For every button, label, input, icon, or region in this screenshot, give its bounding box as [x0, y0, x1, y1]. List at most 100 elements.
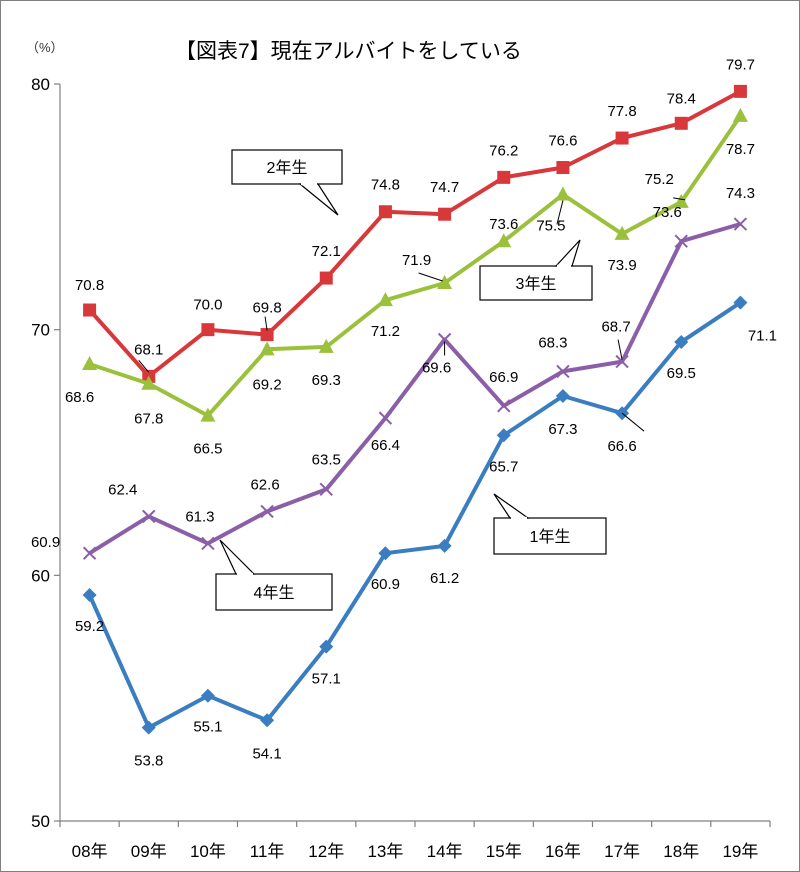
data-point: [555, 186, 571, 201]
data-label: 53.8: [134, 753, 163, 770]
label-leader-line: [556, 200, 564, 225]
data-label: 73.6: [653, 204, 682, 221]
x-tick-label: 10年: [190, 842, 226, 861]
data-point: [733, 217, 748, 231]
data-point: [377, 292, 393, 307]
data-point: [496, 428, 511, 443]
data-point: [496, 233, 512, 248]
data-point: [674, 234, 688, 248]
data-point: [733, 295, 748, 310]
label-leader-line: [673, 197, 686, 201]
y-tick-label: 70: [31, 321, 50, 340]
unit-label: （%）: [26, 40, 64, 55]
series-name-label: 2年生: [267, 159, 308, 177]
data-point: [555, 388, 570, 403]
data-label: 69.2: [252, 376, 281, 393]
y-tick-label: 60: [31, 566, 50, 585]
data-point: [82, 356, 98, 371]
data-point: [260, 328, 274, 342]
data-label: 69.8: [252, 300, 281, 317]
data-label: 68.7: [601, 319, 630, 336]
data-label: 67.8: [134, 411, 163, 428]
series-layer: [82, 84, 748, 735]
data-label: 75.2: [645, 171, 674, 188]
data-point: [82, 587, 97, 602]
data-point: [201, 323, 215, 337]
data-point: [732, 107, 748, 122]
data-label: 60.9: [371, 576, 400, 593]
data-point: [733, 84, 747, 98]
data-point: [614, 225, 630, 240]
x-tick-label: 16年: [545, 842, 581, 861]
data-label: 68.6: [65, 389, 94, 406]
data-label: 79.7: [726, 56, 755, 73]
data-point: [142, 509, 156, 524]
callout-box: [215, 573, 333, 611]
series-line-3: [88, 114, 743, 418]
data-label: 61.3: [185, 508, 214, 525]
label-leader-line: [617, 339, 623, 360]
data-label: 76.6: [548, 133, 577, 150]
data-point: [141, 375, 157, 390]
data-label: 54.1: [252, 745, 281, 762]
data-label: 74.8: [371, 177, 400, 194]
x-tick-label: 18年: [663, 842, 699, 861]
data-point: [673, 193, 689, 208]
data-label: 69.5: [667, 365, 696, 382]
callout-pointer: [298, 183, 339, 216]
callout-pointer: [219, 539, 256, 575]
data-point: [497, 399, 511, 413]
callout-pointer: [554, 239, 581, 267]
data-point: [615, 354, 629, 369]
data-point: [260, 504, 274, 519]
callout-box: [493, 517, 607, 555]
x-tick-label: 12年: [308, 842, 344, 861]
x-tick-label: 17年: [604, 842, 640, 861]
data-label: 55.1: [193, 719, 222, 736]
callout-box: [479, 265, 593, 301]
label-leader-line: [138, 360, 150, 373]
series-line-1: [87, 300, 742, 730]
data-label: 57.1: [312, 671, 341, 688]
data-label: 73.6: [489, 216, 518, 233]
series-name-label: 1年生: [530, 528, 571, 546]
data-point: [200, 688, 215, 703]
data-point: [438, 207, 452, 221]
series-line-4: [88, 222, 741, 555]
series-name-label: 3年生: [516, 275, 557, 293]
data-label: 68.1: [134, 341, 163, 358]
series-name-label: 4年生: [254, 584, 295, 602]
data-label: 67.3: [548, 421, 577, 438]
y-tick-label: 80: [31, 75, 50, 94]
data-label: 77.8: [607, 103, 636, 120]
data-point: [674, 116, 688, 130]
callout-pointer: [493, 493, 530, 519]
data-label: 69.3: [312, 372, 341, 389]
x-tick-label: 08年: [72, 842, 108, 861]
data-label: 59.2: [75, 618, 104, 635]
data-point: [497, 170, 511, 184]
x-tick-label: 14年: [427, 842, 463, 861]
data-point: [318, 338, 334, 353]
data-label: 75.5: [536, 218, 565, 235]
data-point: [259, 341, 275, 356]
data-label: 66.9: [489, 369, 518, 386]
data-label: 65.7: [489, 458, 518, 475]
data-label: 62.6: [250, 476, 279, 493]
x-tick-label: 19年: [722, 842, 758, 861]
data-label: 63.5: [312, 451, 341, 468]
data-point: [437, 274, 453, 289]
data-point: [437, 538, 452, 553]
data-label: 66.5: [193, 441, 222, 458]
data-label: 66.4: [371, 437, 400, 454]
data-label: 78.7: [726, 141, 755, 158]
data-label: 66.6: [607, 438, 636, 455]
data-point: [82, 546, 97, 560]
chart-title: 【図表7】現在アルバイトをしている: [175, 40, 522, 63]
data-label: 72.1: [312, 243, 341, 260]
data-point: [615, 131, 629, 145]
data-label: 74.7: [430, 179, 459, 196]
callout-box: [231, 149, 343, 185]
